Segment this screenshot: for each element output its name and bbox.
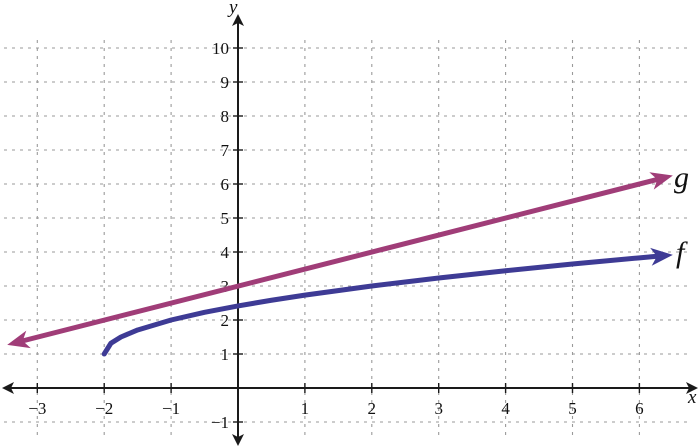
y-tick-label: 5 [221, 209, 230, 228]
series-g-arrow-left [7, 330, 31, 349]
x-axis-label: x [687, 387, 697, 408]
x-tick-label: −3 [28, 399, 46, 418]
ticks [36, 47, 641, 423]
series-label-g: g [674, 161, 689, 194]
y-tick-label: 4 [221, 243, 230, 262]
series-f-arrow-right [650, 247, 673, 266]
y-axis-label: y [227, 0, 238, 18]
y-axis-arrow-up [232, 14, 244, 26]
y-tick-label: −1 [211, 413, 229, 432]
curves [7, 172, 673, 357]
x-tick-label: 4 [501, 399, 510, 418]
y-axis-arrow-down [232, 434, 244, 446]
y-tick-label: 9 [221, 73, 230, 92]
x-tick-label: −1 [162, 399, 180, 418]
y-tick-label: 10 [212, 39, 229, 58]
y-tick-label: 2 [221, 311, 230, 330]
series-g-line [20, 176, 660, 344]
x-tick-label: 2 [368, 399, 377, 418]
x-tick-label: 1 [301, 399, 310, 418]
x-axis-arrow-right [686, 382, 698, 394]
y-tick-label: 1 [221, 345, 230, 364]
grid [4, 40, 690, 440]
x-tick-label: 5 [568, 399, 577, 418]
y-tick-label: 3 [221, 277, 230, 296]
x-tick-label: −2 [95, 399, 113, 418]
x-axis-arrow-left [2, 382, 14, 394]
y-tick-label: 7 [221, 141, 230, 160]
y-tick-label: 8 [221, 107, 230, 126]
axes [2, 14, 698, 446]
series-g-arrow-right [649, 172, 673, 190]
tick-labels: −3 −2 −1 1 2 3 4 5 6 −1 1 2 3 4 5 6 7 8 9 10 [28, 39, 643, 432]
x-tick-label: 3 [434, 399, 443, 418]
x-tick-label: 6 [635, 399, 644, 418]
series-f-curve [101, 253, 660, 357]
y-tick-label: 6 [221, 175, 230, 194]
